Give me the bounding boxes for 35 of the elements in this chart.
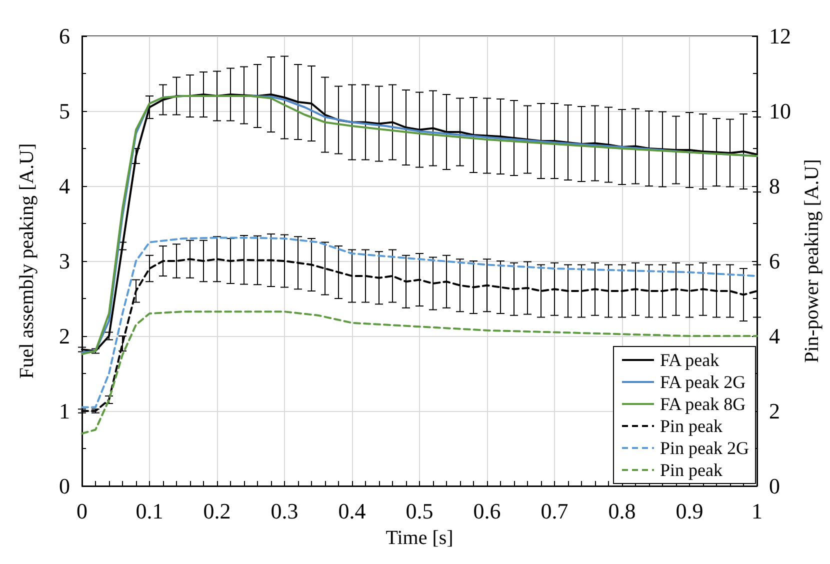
y-tick-label: 6 xyxy=(59,24,70,48)
legend-label: FA peak xyxy=(660,349,720,371)
y-tick-label: 0 xyxy=(59,474,70,498)
y2-tick-label: 8 xyxy=(769,174,780,198)
x-tick-label: 0.5 xyxy=(406,498,434,524)
legend-label: Pin peak 2G xyxy=(660,437,749,459)
x-tick-label: 0.1 xyxy=(136,498,164,524)
x-axis-title: Time [s] xyxy=(386,527,454,549)
y-tick-label: 2 xyxy=(59,324,70,348)
y2-tick-label: 4 xyxy=(769,324,780,348)
legend-label: Pin peak xyxy=(660,415,722,437)
x-tick-label: 0.2 xyxy=(203,498,231,524)
x-tick-label: 0.7 xyxy=(540,498,568,524)
y2-tick-label: 2 xyxy=(769,398,780,424)
y-tick-label: 1 xyxy=(59,398,70,424)
line-series xyxy=(81,310,758,434)
x-tick-label: 0.3 xyxy=(270,498,298,524)
x-tick-label: 0 xyxy=(76,498,88,524)
y2-tick-label: 12 xyxy=(769,24,791,48)
x-tick-label: 0.6 xyxy=(473,498,501,524)
x-tick-label: 0.9 xyxy=(676,498,704,524)
x-tick-label: 0.8 xyxy=(608,498,636,524)
legend-label: Pin peak xyxy=(660,459,722,481)
y-tick-label: 3 xyxy=(59,248,70,274)
y2-tick-label: 10 xyxy=(769,98,791,124)
x-tick-label: 1 xyxy=(752,498,762,524)
x-tick-label: 0.4 xyxy=(338,498,366,524)
legend-label: FA peak 2G xyxy=(660,371,746,393)
y-tick-label: 4 xyxy=(59,174,70,198)
y-axis-title: Fuel assembly peaking [A.U] xyxy=(16,143,38,379)
legend-label: FA peak 8G xyxy=(660,393,746,415)
y2-tick-label: 0 xyxy=(769,474,780,498)
y2-axis-title: Pin-power peaking [A.U] xyxy=(801,159,823,363)
y2-tick-label: 6 xyxy=(769,248,780,274)
y-tick-label: 5 xyxy=(59,98,70,124)
